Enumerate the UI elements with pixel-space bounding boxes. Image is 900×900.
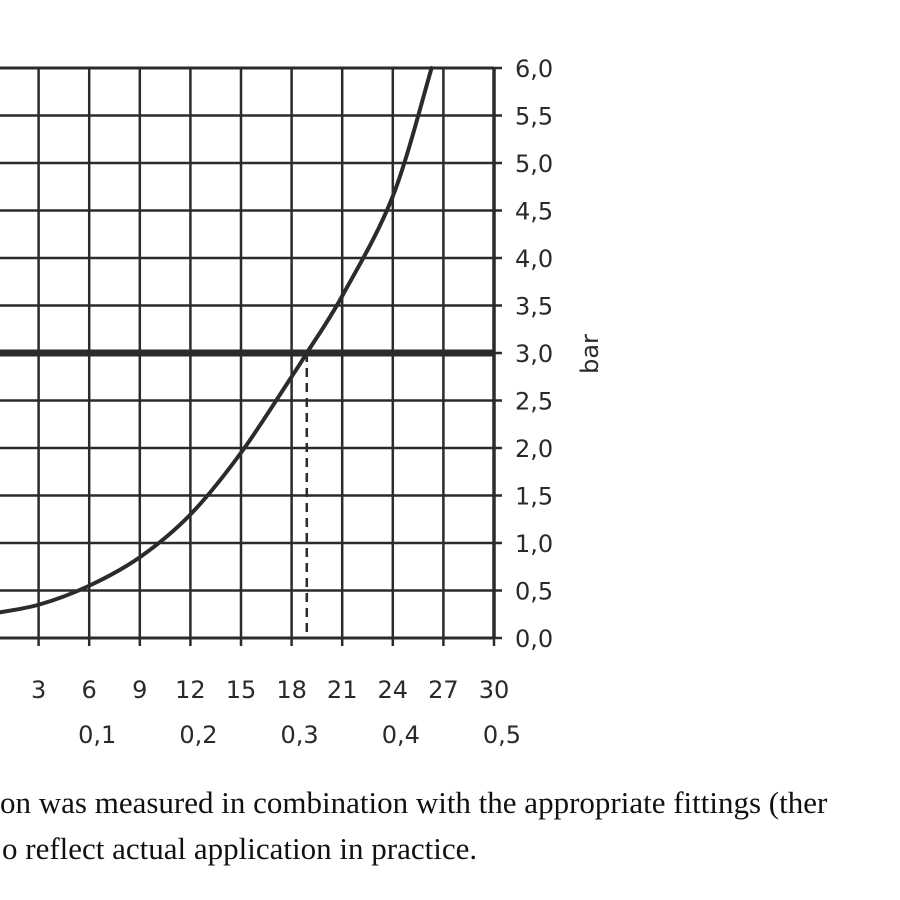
x-tick-label: 3 [31, 676, 46, 704]
caption-line-1: on was measured in combination with the … [0, 785, 828, 820]
y-tick-label: 1,5 [515, 483, 553, 511]
x-tick-label: 30 [479, 676, 510, 704]
x-secondary-tick-label: 0,3 [281, 721, 319, 749]
y-axis-title: bar [576, 334, 604, 374]
x-tick-label: 9 [132, 676, 147, 704]
y-tick-label: 4,0 [515, 245, 553, 273]
y-tick-label: 4,5 [515, 198, 553, 226]
x-tick-label: 18 [276, 676, 307, 704]
flow-curve [0, 66, 434, 615]
y-tick-label: 1,0 [515, 530, 553, 558]
axes [0, 66, 502, 646]
x-secondary-tick-label: 0,5 [483, 721, 521, 749]
x-tick-label: 6 [82, 676, 97, 704]
x-secondary-tick-label: 0,1 [78, 721, 116, 749]
x-tick-label: 27 [428, 676, 459, 704]
y-tick-label: 0,0 [515, 625, 553, 653]
x-secondary-tick-label: 0,4 [382, 721, 420, 749]
y-tick-label: 6,0 [515, 55, 553, 83]
x-secondary-tick-label: 0,2 [179, 721, 217, 749]
y-tick-label: 3,5 [515, 293, 553, 321]
x-tick-label: 12 [175, 676, 206, 704]
y-tick-label: 5,0 [515, 150, 553, 178]
curve-group [0, 66, 434, 615]
x-tick-label: 24 [378, 676, 409, 704]
y-tick-label: 2,0 [515, 435, 553, 463]
y-tick-label: 5,5 [515, 103, 553, 131]
x-tick-label: 15 [226, 676, 257, 704]
reference-line-group [0, 349, 494, 638]
y-tick-label: 2,5 [515, 388, 553, 416]
x-tick-label: 21 [327, 676, 358, 704]
y-tick-label: 3,0 [515, 340, 553, 368]
y-tick-label: 0,5 [515, 578, 553, 606]
caption-line-2: o reflect actual application in practice… [2, 831, 478, 866]
tick-labels: 0,0 0,5 1,0 1,5 2,0 2,5 3,0 3,5 4,0 4,5 5,0 5,5 6,0 3… [31, 55, 604, 749]
